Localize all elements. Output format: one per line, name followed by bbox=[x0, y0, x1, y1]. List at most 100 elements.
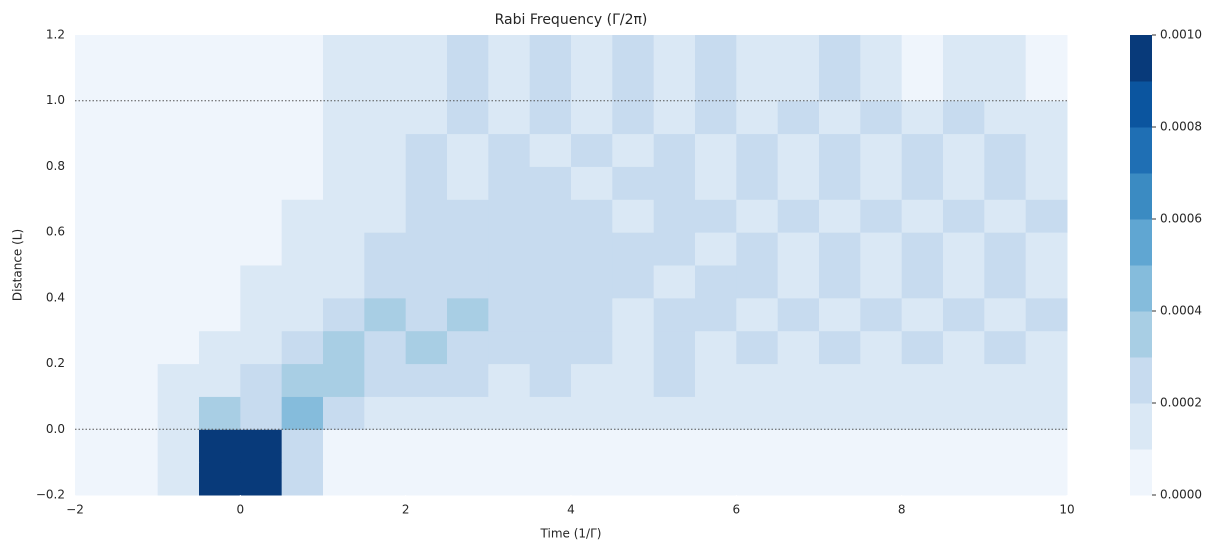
contour-cell bbox=[199, 429, 241, 463]
contour-cell bbox=[860, 199, 903, 233]
contour-cell bbox=[819, 265, 861, 299]
contour-cell bbox=[323, 232, 365, 266]
colorbar-band bbox=[1130, 173, 1152, 220]
contour-cell bbox=[75, 462, 117, 496]
contour-cell bbox=[447, 396, 489, 430]
contour-cell bbox=[529, 265, 572, 299]
contour-cell bbox=[199, 297, 241, 332]
contour-cell bbox=[75, 297, 117, 332]
contour-cell bbox=[695, 297, 737, 332]
contour-cell bbox=[984, 133, 1027, 167]
contour-cell bbox=[901, 297, 944, 332]
contour-cell bbox=[653, 199, 696, 233]
contour-cell bbox=[529, 429, 572, 463]
x-tick-label: 2 bbox=[402, 503, 410, 517]
contour-cell bbox=[1025, 199, 1068, 233]
y-tick-label: 0.0 bbox=[46, 422, 65, 436]
contour-cell bbox=[116, 232, 159, 266]
contour-cell bbox=[612, 462, 655, 496]
colorbar-tick-label: 0.0002 bbox=[1160, 396, 1202, 410]
contour-cell bbox=[488, 67, 531, 102]
contour-cell bbox=[199, 166, 241, 200]
contour-cell bbox=[653, 35, 696, 69]
contour-cell bbox=[157, 396, 200, 430]
contour-cell bbox=[860, 133, 903, 167]
contour-cell bbox=[157, 199, 200, 233]
contour-cell bbox=[281, 297, 324, 332]
contour-cell bbox=[901, 232, 944, 266]
contour-cell bbox=[736, 133, 779, 167]
contour-cell bbox=[984, 396, 1027, 430]
contour-cell bbox=[447, 429, 489, 463]
contour-cell bbox=[695, 462, 737, 496]
contour-cell bbox=[819, 396, 861, 430]
contour-cell bbox=[364, 100, 407, 135]
contour-cell bbox=[364, 297, 407, 332]
contour-cell bbox=[777, 396, 820, 430]
colorbar-tick-label: 0.0010 bbox=[1160, 28, 1202, 42]
contour-cell bbox=[405, 232, 448, 266]
contour-cell bbox=[695, 166, 737, 200]
contour-cell bbox=[157, 67, 200, 102]
contour-cell bbox=[943, 199, 985, 233]
colorbar-band bbox=[1130, 219, 1152, 266]
contour-cell bbox=[819, 363, 861, 397]
contour-cell bbox=[364, 462, 407, 496]
y-tick-label: −0.2 bbox=[36, 488, 65, 502]
contour-cell bbox=[571, 232, 613, 266]
contour-cell bbox=[405, 429, 448, 463]
contour-cell bbox=[860, 232, 903, 266]
contour-cell bbox=[571, 265, 613, 299]
contour-cell bbox=[281, 166, 324, 200]
contour-cell bbox=[157, 133, 200, 167]
contour-cell bbox=[860, 429, 903, 463]
contour-cell bbox=[199, 232, 241, 266]
y-axis-label: Distance (L) bbox=[11, 229, 25, 301]
contour-cell bbox=[571, 330, 613, 365]
contour-cell bbox=[695, 232, 737, 266]
contour-cell bbox=[364, 133, 407, 167]
contour-cell bbox=[157, 462, 200, 496]
contour-cell bbox=[488, 396, 531, 430]
contour-cell bbox=[199, 462, 241, 496]
contour-cell bbox=[736, 265, 779, 299]
contour-cell bbox=[860, 265, 903, 299]
contour-cell bbox=[323, 462, 365, 496]
contour-cell bbox=[695, 35, 737, 69]
contour-cell bbox=[612, 265, 655, 299]
contour-cell bbox=[984, 297, 1027, 332]
contour-cell bbox=[281, 100, 324, 135]
contour-cell bbox=[901, 100, 944, 135]
contour-cell bbox=[116, 330, 159, 365]
contour-cell bbox=[777, 35, 820, 69]
contour-cell bbox=[488, 35, 531, 69]
contour-cell bbox=[653, 330, 696, 365]
contour-cell bbox=[653, 67, 696, 102]
contour-cell bbox=[157, 330, 200, 365]
contour-field bbox=[75, 35, 1068, 496]
contour-cell bbox=[529, 330, 572, 365]
contour-cell bbox=[571, 199, 613, 233]
contour-cell bbox=[819, 297, 861, 332]
contour-cell bbox=[405, 35, 448, 69]
contour-cell bbox=[364, 429, 407, 463]
contour-cell bbox=[695, 133, 737, 167]
contour-cell bbox=[695, 67, 737, 102]
contour-cell bbox=[447, 265, 489, 299]
contour-cell bbox=[157, 166, 200, 200]
contour-cell bbox=[653, 297, 696, 332]
contour-cell bbox=[364, 35, 407, 69]
contour-cell bbox=[819, 330, 861, 365]
contour-cell bbox=[653, 396, 696, 430]
contour-cell bbox=[777, 330, 820, 365]
contour-cell bbox=[653, 100, 696, 135]
contour-cell bbox=[488, 297, 531, 332]
contour-cell bbox=[1025, 265, 1068, 299]
contour-cell bbox=[984, 100, 1027, 135]
contour-cell bbox=[199, 363, 241, 397]
contour-cell bbox=[75, 396, 117, 430]
contour-cell bbox=[571, 166, 613, 200]
contour-cell bbox=[116, 462, 159, 496]
contour-cell bbox=[612, 67, 655, 102]
contour-cell bbox=[116, 363, 159, 397]
